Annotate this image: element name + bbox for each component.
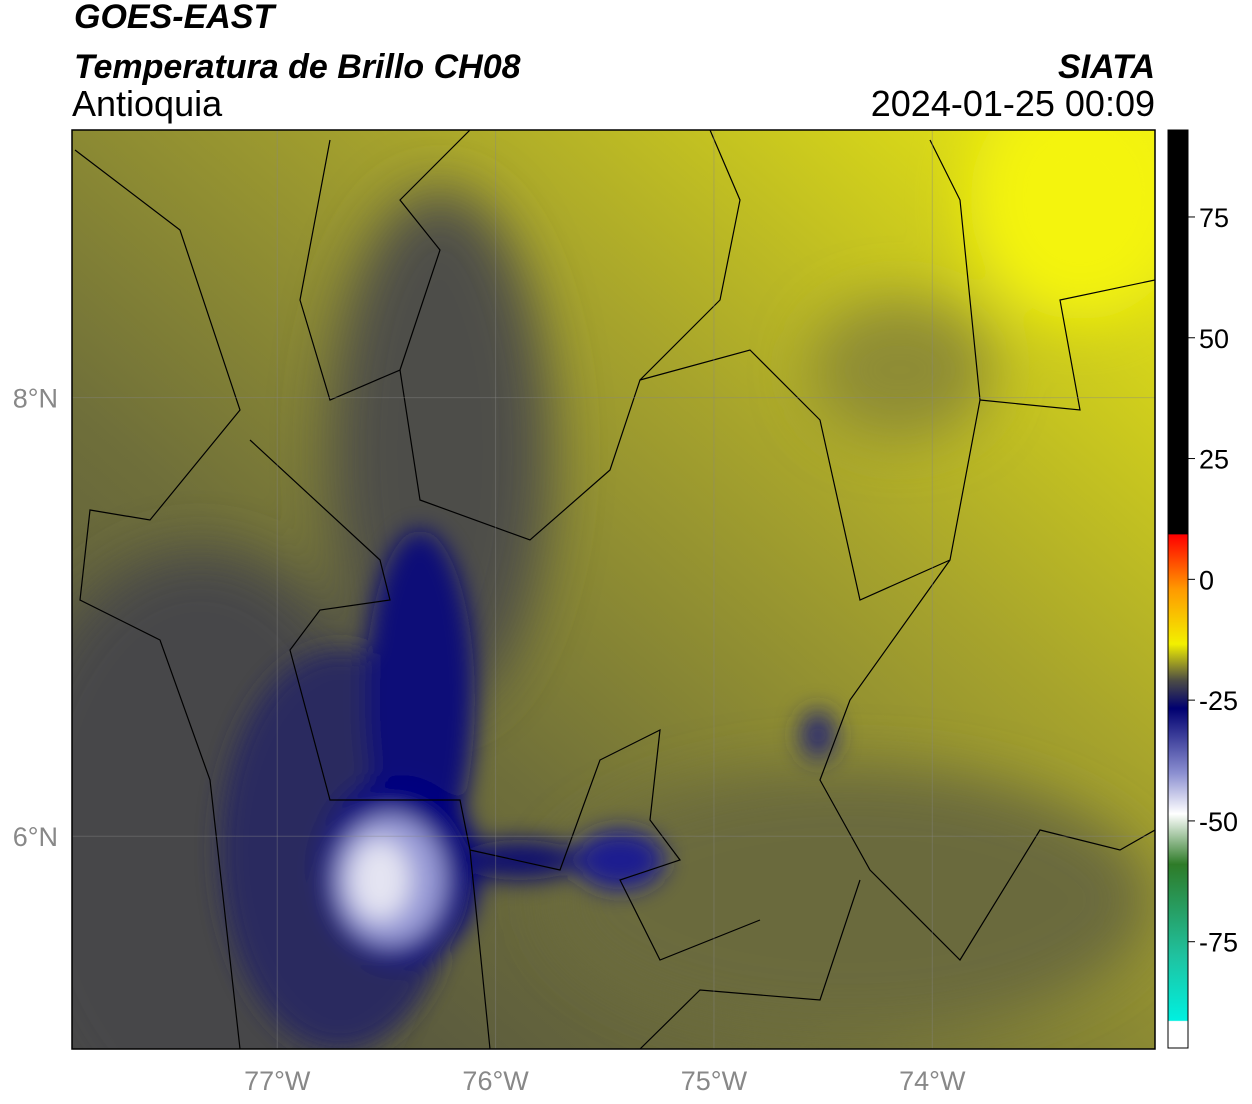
colorbar-tick-label: -25	[1199, 686, 1238, 716]
colorbar-tick-label: 0	[1199, 565, 1214, 595]
map-frame	[71, 129, 1156, 1050]
x-tick-label: 74°W	[899, 1066, 966, 1096]
colorbar-tick-label: 75	[1199, 203, 1229, 233]
timestamp: 2024-01-25 00:09	[871, 83, 1155, 124]
colorbar-tick-label: -75	[1199, 928, 1238, 958]
source: SIATA	[1058, 48, 1155, 86]
region: Antioquia	[72, 83, 223, 124]
boundaries	[74, 130, 1155, 1049]
subtitle: Temperatura de Brillo CH08	[74, 48, 521, 86]
x-tick-label: 75°W	[681, 1066, 748, 1096]
x-tick-label: 77°W	[244, 1066, 311, 1096]
title: GOES-EAST	[74, 0, 277, 36]
y-tick-label: 8°N	[13, 384, 58, 414]
satellite-image	[72, 130, 1155, 1049]
colorbar-tick-label: 25	[1199, 445, 1229, 475]
x-tick-label: 76°W	[462, 1066, 529, 1096]
y-tick-label: 6°N	[13, 822, 58, 852]
colorbar	[1167, 129, 1189, 1049]
colorbar-tick-label: 50	[1199, 324, 1229, 354]
colorbar-tick-label: -50	[1199, 807, 1238, 837]
